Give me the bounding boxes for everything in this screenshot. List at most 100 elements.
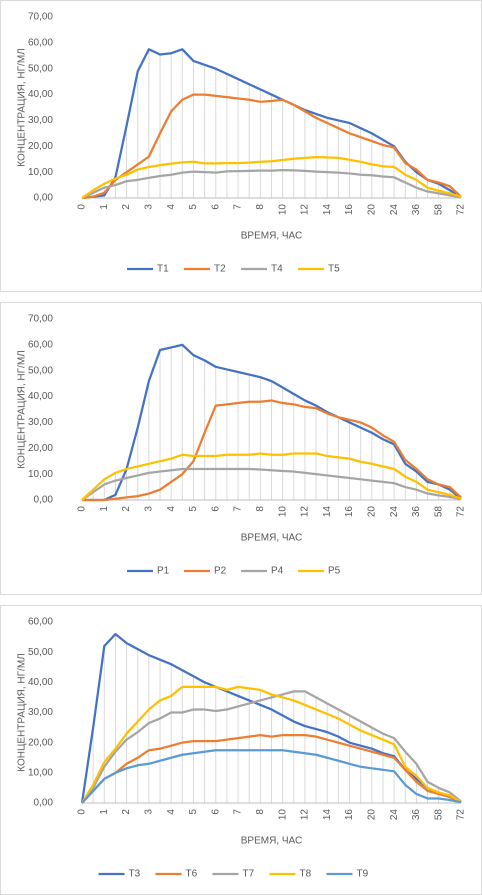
y-tick-label: 30,00 <box>28 707 53 718</box>
x-tick-label: 3 <box>144 809 155 815</box>
legend-label: T4 <box>271 264 283 275</box>
x-tick-label: 2 <box>121 204 132 210</box>
x-tick-label: 72 <box>456 809 467 821</box>
x-tick-label: 20 <box>366 204 377 216</box>
x-tick-label: 6 <box>210 204 221 210</box>
y-tick-label: 0,00 <box>34 798 54 809</box>
y-tick-label: 40,00 <box>28 89 53 100</box>
y-axis-label: КОНЦЕНТРАЦИЯ, НГ/МЛ <box>17 48 28 166</box>
y-tick-label: 40,00 <box>28 391 53 402</box>
y-tick-label: 10,00 <box>28 767 53 778</box>
x-axis-label: ВРЕМЯ, ЧАС <box>241 231 302 242</box>
y-tick-label: 30,00 <box>28 115 53 126</box>
x-tick-label: 36 <box>411 204 422 216</box>
series-line <box>81 690 462 804</box>
x-tick-label: 6 <box>210 506 221 512</box>
x-tick-label: 10 <box>277 809 288 821</box>
x-tick-label: 24 <box>389 204 400 216</box>
series-line <box>81 156 462 199</box>
x-tick-label: 4 <box>166 204 177 210</box>
x-tick-label: 7 <box>233 506 244 512</box>
legend-label: T9 <box>357 869 369 880</box>
y-tick-label: 70,00 <box>28 314 53 325</box>
legend-label: P4 <box>271 566 284 577</box>
x-tick-label: 8 <box>255 809 266 815</box>
x-tick-label: 3 <box>144 506 155 512</box>
x-tick-label: 4 <box>166 809 177 815</box>
y-tick-label: 70,00 <box>28 12 53 23</box>
series-line <box>81 168 462 200</box>
y-tick-label: 40,00 <box>28 677 53 688</box>
x-tick-label: 0 <box>77 506 88 512</box>
legend-label: T3 <box>129 869 141 880</box>
x-tick-label: 12 <box>300 506 311 518</box>
x-tick-label: 0 <box>77 809 88 815</box>
x-axis-label: ВРЕМЯ, ЧАС <box>241 533 302 544</box>
series-line <box>81 734 462 804</box>
x-tick-label: 5 <box>188 506 199 512</box>
series-line <box>82 343 462 502</box>
x-tick-label: 16 <box>344 809 355 821</box>
x-tick-label: 14 <box>322 809 333 821</box>
x-tick-label: 72 <box>456 204 467 216</box>
x-tick-label: 14 <box>322 506 333 518</box>
series-line <box>81 452 462 501</box>
x-tick-label: 16 <box>344 204 355 216</box>
y-tick-label: 20,00 <box>28 141 53 152</box>
panel <box>0 0 482 292</box>
legend-label: T1 <box>157 264 169 275</box>
y-tick-label: 20,00 <box>28 737 53 748</box>
y-tick-label: 50,00 <box>28 365 53 376</box>
x-tick-label: 58 <box>433 506 444 518</box>
x-tick-label: 7 <box>233 204 244 210</box>
y-tick-label: 0,00 <box>34 495 54 506</box>
legend-label: P1 <box>157 566 170 577</box>
y-tick-label: 10,00 <box>28 469 53 480</box>
y-axis-label: КОНЦЕНТРАЦИЯ, НГ/МЛ <box>17 350 28 468</box>
x-tick-label: 24 <box>389 506 400 518</box>
legend-label: T8 <box>300 869 312 880</box>
x-tick-label: 2 <box>121 809 132 815</box>
y-tick-label: 10,00 <box>28 167 53 178</box>
x-tick-label: 14 <box>322 204 333 216</box>
x-tick-label: 3 <box>144 204 155 210</box>
x-tick-label: 36 <box>411 809 422 821</box>
series-line <box>81 749 462 804</box>
chart: 0,00 10,00 20,00 30,00 40,00 50,00 60,00 70,00 0… <box>17 314 467 577</box>
x-tick-label: 10 <box>277 204 288 216</box>
x-tick-label: 12 <box>300 204 311 216</box>
x-tick-label: 72 <box>456 506 467 518</box>
y-tick-label: 20,00 <box>28 443 53 454</box>
x-tick-label: 10 <box>277 506 288 518</box>
x-tick-label: 8 <box>255 204 266 210</box>
x-tick-label: 12 <box>300 809 311 821</box>
x-tick-label: 16 <box>344 506 355 518</box>
y-tick-label: 60,00 <box>28 339 53 350</box>
x-tick-label: 1 <box>99 506 110 512</box>
legend-label: T7 <box>243 869 255 880</box>
x-tick-label: 4 <box>166 506 177 512</box>
x-tick-label: 36 <box>411 506 422 518</box>
x-tick-label: 1 <box>99 204 110 210</box>
legend-label: P5 <box>328 566 341 577</box>
y-tick-label: 50,00 <box>28 647 53 658</box>
x-tick-label: 8 <box>255 506 266 512</box>
y-tick-label: 60,00 <box>28 37 53 48</box>
y-axis-label: КОНЦЕНТРАЦИЯ, НГ/МЛ <box>17 653 28 771</box>
x-tick-label: 5 <box>188 204 199 210</box>
series-line <box>81 685 462 804</box>
x-tick-label: 1 <box>99 809 110 815</box>
legend-label: T2 <box>214 264 226 275</box>
y-tick-label: 30,00 <box>28 417 53 428</box>
x-tick-label: 58 <box>433 809 444 821</box>
x-tick-label: 0 <box>77 204 88 210</box>
y-tick-label: 50,00 <box>28 63 53 74</box>
x-tick-label: 20 <box>366 809 377 821</box>
legend-label: T6 <box>186 869 198 880</box>
series-line <box>82 399 462 502</box>
x-axis-label: ВРЕМЯ, ЧАС <box>241 836 302 847</box>
x-tick-label: 2 <box>121 506 132 512</box>
y-tick-label: 0,00 <box>34 193 54 204</box>
